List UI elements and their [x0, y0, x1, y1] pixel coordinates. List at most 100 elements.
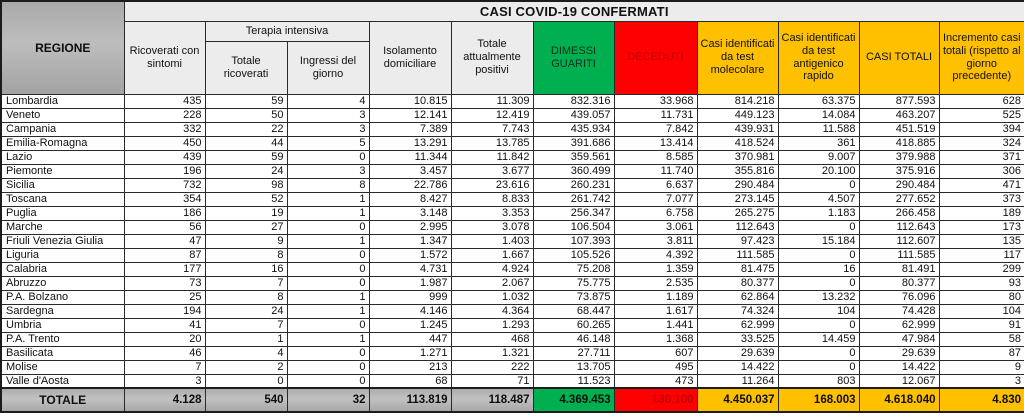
region-name: Veneto [0, 107, 125, 123]
table-row: Toscana 354 52 1 8.427 8.833 261.742 7.077 273.1… [0, 191, 1024, 207]
value-cell: 74.428 [858, 303, 940, 319]
value-cell: 12.419 [450, 107, 534, 123]
value-cell: 177 [123, 261, 206, 277]
value-cell: 80 [938, 289, 1024, 305]
region-name: Calabria [0, 261, 125, 277]
value-cell: 266.458 [858, 205, 940, 221]
header-casi-totali: CASI TOTALI [858, 20, 940, 95]
value-cell: 607 [613, 345, 698, 361]
value-cell: 299 [938, 261, 1024, 277]
value-cell: 87 [938, 345, 1024, 361]
value-cell: 1 [286, 289, 370, 305]
table-row: Veneto 228 50 3 12.141 12.419 439.057 11.731 449… [0, 107, 1024, 123]
value-cell: 1.667 [450, 247, 534, 263]
value-cell: 16 [777, 261, 860, 277]
header-incremento-casi: Incremento casi totali (rispetto al gior… [938, 20, 1024, 95]
value-cell: 435.934 [532, 121, 615, 137]
region-name: Umbria [0, 317, 125, 333]
header-dimessi-guariti: DIMESSI GUARITI [532, 20, 615, 95]
value-cell: 98 [204, 177, 288, 193]
value-cell: 46.148 [532, 331, 615, 347]
value-cell: 58 [938, 331, 1024, 347]
value-cell: 189 [938, 205, 1024, 221]
value-cell: 73 [123, 275, 206, 291]
value-cell: 73.875 [532, 289, 615, 305]
value-cell: 7.743 [450, 121, 534, 137]
value-cell: 111.585 [696, 247, 779, 263]
value-cell: 15.184 [777, 233, 860, 249]
value-cell: 379.988 [858, 149, 940, 165]
value-cell: 332 [123, 121, 206, 137]
totale-value: 118.487 [450, 387, 534, 413]
value-cell: 105.526 [532, 247, 615, 263]
region-name: Sicilia [0, 177, 125, 193]
value-cell: 732 [123, 177, 206, 193]
value-cell: 5 [286, 135, 370, 151]
value-cell: 13.291 [368, 135, 452, 151]
table-row: Emilia-Romagna 450 44 5 13.291 13.785 391.686 1… [0, 135, 1024, 151]
totale-value: 168.003 [777, 387, 860, 413]
value-cell: 1.347 [368, 233, 452, 249]
header-totale-ricoverati: Totale ricoverati [204, 40, 288, 95]
value-cell: 0 [286, 345, 370, 361]
value-cell: 81.491 [858, 261, 940, 277]
value-cell: 394 [938, 121, 1024, 137]
value-cell: 112.643 [696, 219, 779, 235]
value-cell: 3.457 [368, 163, 452, 179]
value-cell: 29.639 [696, 345, 779, 361]
header-ingressi-giorno: Ingressi del giorno [286, 40, 370, 95]
value-cell: 273.145 [696, 191, 779, 207]
value-cell: 439.931 [696, 121, 779, 137]
value-cell: 628 [938, 93, 1024, 109]
value-cell: 391.686 [532, 135, 615, 151]
value-cell: 47 [123, 233, 206, 249]
table-title: CASI COVID-19 CONFERMATI [123, 0, 1024, 22]
value-cell: 3.061 [613, 219, 698, 235]
value-cell: 473 [613, 373, 698, 389]
value-cell: 33.968 [613, 93, 698, 109]
value-cell: 104 [938, 303, 1024, 319]
value-cell: 111.585 [858, 247, 940, 263]
value-cell: 418.885 [858, 135, 940, 151]
value-cell: 1.987 [368, 275, 452, 291]
header-terapia-intensiva: Terapia intensiva [204, 20, 370, 42]
value-cell: 359.561 [532, 149, 615, 165]
value-cell: 0 [286, 275, 370, 291]
value-cell: 46 [123, 345, 206, 361]
value-cell: 112.607 [858, 233, 940, 249]
value-cell: 8 [204, 247, 288, 263]
value-cell: 324 [938, 135, 1024, 151]
value-cell: 71 [450, 373, 534, 389]
value-cell: 75.775 [532, 275, 615, 291]
value-cell: 370.981 [696, 149, 779, 165]
value-cell: 1.368 [613, 331, 698, 347]
value-cell: 1 [286, 303, 370, 319]
value-cell: 450 [123, 135, 206, 151]
value-cell: 4.731 [368, 261, 452, 277]
value-cell: 50 [204, 107, 288, 123]
totale-value: 4.369.453 [532, 387, 615, 413]
value-cell: 3 [938, 373, 1024, 389]
value-cell: 1.321 [450, 345, 534, 361]
value-cell: 0 [286, 359, 370, 375]
value-cell: 8.585 [613, 149, 698, 165]
value-cell: 4.146 [368, 303, 452, 319]
value-cell: 4.392 [613, 247, 698, 263]
value-cell: 361 [777, 135, 860, 151]
value-cell: 11.344 [368, 149, 452, 165]
value-cell: 1.441 [613, 317, 698, 333]
table-row: Abruzzo 73 7 0 1.987 2.067 75.775 2.535 80.377 0 8… [0, 275, 1024, 291]
value-cell: 3 [123, 373, 206, 389]
value-cell: 16 [204, 261, 288, 277]
value-cell: 44 [204, 135, 288, 151]
value-cell: 11.740 [613, 163, 698, 179]
value-cell: 3 [286, 121, 370, 137]
value-cell: 186 [123, 205, 206, 221]
value-cell: 1.572 [368, 247, 452, 263]
value-cell: 277.652 [858, 191, 940, 207]
value-cell: 3 [286, 107, 370, 123]
table-row: Valle d'Aosta 3 0 0 68 71 11.523 473 11.264 803 12… [0, 373, 1024, 389]
value-cell: 6.637 [613, 177, 698, 193]
value-cell: 1 [286, 205, 370, 221]
